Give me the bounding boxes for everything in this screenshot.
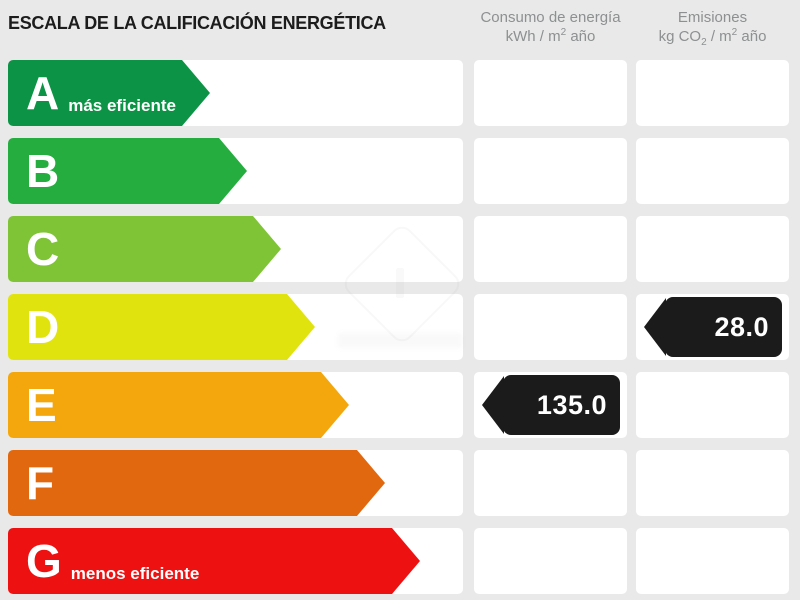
rating-arrow-c: C bbox=[8, 216, 281, 282]
rating-letter: B bbox=[26, 145, 60, 197]
rating-row-d: 28.0 D bbox=[8, 294, 792, 360]
arrow-tip-icon bbox=[219, 138, 247, 204]
consumption-cell-d bbox=[474, 294, 627, 360]
arrow-tip-icon bbox=[287, 294, 315, 360]
content: ESCALA DE LA CALIFICACIÓN ENERGÉTICA Con… bbox=[8, 0, 792, 600]
column-header-consumption: Consumo de energía kWh / m2 año bbox=[474, 8, 627, 46]
emissions-cell-d: 28.0 bbox=[636, 294, 789, 360]
emissions-cell-a bbox=[636, 60, 789, 126]
rating-arrow-b: B bbox=[8, 138, 247, 204]
emissions-value-badge: 28.0 bbox=[644, 297, 782, 357]
arrow-tip-icon bbox=[321, 372, 349, 438]
efficiency-label-most: más eficiente bbox=[68, 96, 176, 115]
rating-letter: D bbox=[26, 301, 60, 353]
arrow-tip-icon bbox=[253, 216, 281, 282]
rating-arrow-a: A más eficiente bbox=[8, 60, 210, 126]
rating-row-g: G menos eficiente bbox=[8, 528, 792, 594]
emissions-header-title: Emisiones bbox=[677, 9, 748, 26]
badge-left-arrow-icon bbox=[644, 298, 666, 356]
rating-arrow-d: D bbox=[8, 294, 315, 360]
emissions-cell-c bbox=[636, 216, 789, 282]
rating-letter: A bbox=[26, 67, 60, 119]
emissions-cell-e bbox=[636, 372, 789, 438]
column-header-emissions: Emisiones kg CO2 / m2 año bbox=[636, 8, 789, 48]
consumption-cell-a bbox=[474, 60, 627, 126]
rating-letter: F bbox=[26, 457, 55, 509]
emissions-cell-b bbox=[636, 138, 789, 204]
consumption-cell-f bbox=[474, 450, 627, 516]
consumption-value-badge: 135.0 bbox=[482, 375, 620, 435]
emissions-cell-g bbox=[636, 528, 789, 594]
consumption-value: 135.0 bbox=[536, 389, 607, 420]
arrow-tip-icon bbox=[182, 60, 210, 126]
rating-arrow-f: F bbox=[8, 450, 385, 516]
rating-letter: C bbox=[26, 223, 60, 275]
emissions-value: 28.0 bbox=[714, 311, 769, 342]
efficiency-label-least: menos eficiente bbox=[70, 564, 200, 583]
emissions-cell-f bbox=[636, 450, 789, 516]
page-title: ESCALA DE LA CALIFICACIÓN ENERGÉTICA bbox=[8, 13, 386, 33]
rating-row-b: B bbox=[8, 138, 792, 204]
consumption-header-unit: kWh / m2 año bbox=[505, 27, 596, 46]
consumption-cell-g bbox=[474, 528, 627, 594]
consumption-cell-b bbox=[474, 138, 627, 204]
rating-row-c: C bbox=[8, 216, 792, 282]
rating-row-e: 135.0 E bbox=[8, 372, 792, 438]
header: ESCALA DE LA CALIFICACIÓN ENERGÉTICA Con… bbox=[8, 0, 792, 60]
rating-row-a: A más eficiente bbox=[8, 60, 792, 126]
arrow-tip-icon bbox=[357, 450, 385, 516]
arrow-tip-icon bbox=[392, 528, 420, 594]
consumption-cell-c bbox=[474, 216, 627, 282]
rating-letter: G bbox=[26, 535, 62, 587]
badge-left-arrow-icon bbox=[482, 376, 504, 434]
rating-arrow-g: G menos eficiente bbox=[8, 528, 420, 594]
emissions-header-unit: kg CO2 / m2 año bbox=[658, 27, 767, 48]
consumption-header-title: Consumo de energía bbox=[480, 9, 621, 26]
rating-letter: E bbox=[26, 379, 57, 431]
consumption-cell-e: 135.0 bbox=[474, 372, 627, 438]
rating-arrow-e: E bbox=[8, 372, 349, 438]
rating-row-f: F bbox=[8, 450, 792, 516]
